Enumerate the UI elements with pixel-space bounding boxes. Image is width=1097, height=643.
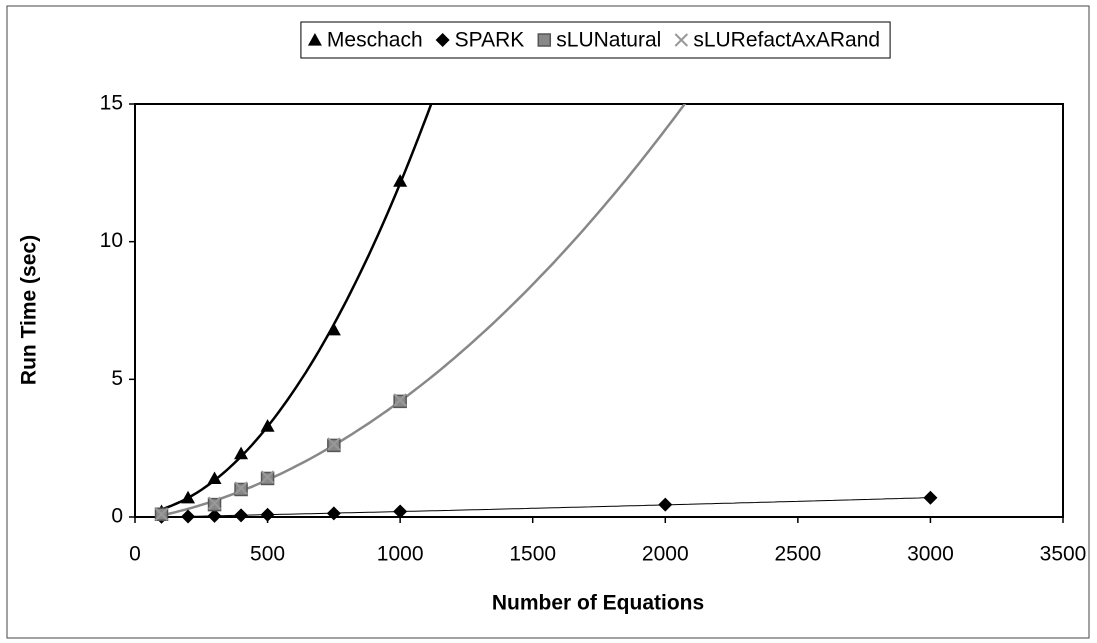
marker-diamond [260,507,275,522]
marker-x [207,496,222,510]
marker-x [154,507,169,521]
marker-x [674,33,689,47]
marker-triangle [207,471,222,485]
marker-x [260,470,275,484]
trendline [161,497,928,517]
plot-area [134,103,1064,518]
marker-triangle [307,33,322,46]
marker-square [537,33,552,47]
marker-x [234,481,248,495]
x-tick-label: 1500 [509,543,556,566]
y-axis-label: Run Time (sec) [18,235,41,385]
marker-diamond [923,490,938,505]
marker-triangle [181,490,196,504]
x-tick-label: 0 [129,543,141,566]
marker-triangle [326,322,341,336]
marker-diamond [326,506,341,521]
marker-diamond [234,508,249,523]
marker-x [327,437,341,451]
marker-diamond [393,504,408,519]
y-tick-label: 0 [111,505,123,528]
x-tick-label: 2500 [774,543,821,566]
legend-label: sLUNatural [556,29,661,52]
marker-triangle [393,174,408,187]
y-tick-label: 15 [100,92,123,115]
marker-diamond [181,509,196,524]
marker-diamond [658,497,673,512]
marker-triangle [234,446,249,460]
marker-x [393,393,407,407]
marker-diamond [207,508,222,523]
legend-label: Meschach [327,29,423,52]
y-tick-label: 5 [111,367,123,390]
x-tick-label: 3000 [907,543,954,566]
trendline [161,104,433,511]
x-tick-label: 500 [250,543,285,566]
legend-box [300,21,891,59]
x-tick-label: 2000 [642,543,689,566]
x-axis-label: Number of Equations [492,592,704,615]
trendline [161,104,687,517]
legend-label: sLURefactAxARand [693,29,880,52]
x-tick-label: 3500 [1040,543,1087,566]
marker-triangle [260,419,275,432]
frame [6,5,1090,639]
marker-diamond [435,33,450,47]
y-tick-label: 10 [100,229,123,252]
x-tick-label: 1000 [377,543,424,566]
legend: Meschach SPARK sLUNatural sLURefactAxARand [300,21,891,59]
legend-label: SPARK [455,29,525,52]
